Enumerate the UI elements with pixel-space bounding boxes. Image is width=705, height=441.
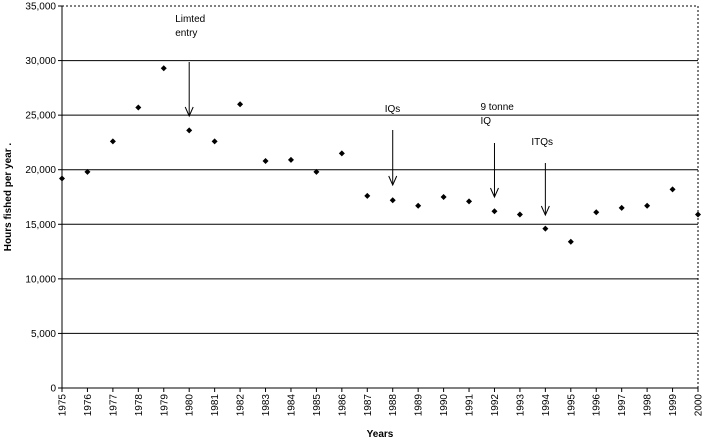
data-point — [389, 197, 396, 204]
data-point — [135, 104, 142, 111]
x-tick-label: 1978 — [134, 394, 145, 417]
x-tick-label: 1975 — [58, 394, 69, 417]
x-tick-label: 1993 — [515, 394, 526, 417]
x-tick-label: 1979 — [159, 394, 170, 417]
y-axis-title: Hours fished per year . — [3, 143, 14, 252]
data-point — [516, 211, 523, 218]
data-point — [466, 198, 473, 205]
data-point — [160, 65, 167, 72]
x-tick-label: 1995 — [566, 394, 577, 417]
y-tick-label: 30,000 — [25, 56, 56, 67]
data-points — [59, 65, 701, 245]
annotation-arrowhead — [388, 175, 398, 187]
data-point — [287, 156, 294, 163]
y-tick-label: 10,000 — [25, 274, 56, 285]
data-point — [542, 225, 549, 232]
data-point — [237, 101, 244, 108]
x-tick-label: 1998 — [643, 394, 654, 417]
x-tick-label: 1999 — [668, 394, 679, 417]
x-axis-ticks: 1975 1976 1977 1978 1979 1980 1981 1982 1983 1984… — [58, 388, 705, 416]
x-tick-label: 1983 — [261, 394, 272, 417]
x-tick-label: 1985 — [312, 394, 323, 417]
annotation-label: IQs — [385, 104, 401, 115]
x-axis-title: Years — [367, 429, 394, 440]
plot-area-border — [62, 6, 698, 388]
x-tick-label: 1980 — [185, 394, 196, 417]
y-tick-label: 25,000 — [25, 111, 56, 122]
annotation-label: Limted — [175, 14, 205, 25]
x-tick-label: 1984 — [286, 394, 297, 417]
annotations: Limted entry IQs 9 tonne IQ ITQs — [175, 14, 553, 217]
annotation-label: ITQs — [531, 137, 553, 148]
data-point — [262, 157, 269, 164]
annotation-arrowhead — [540, 205, 550, 217]
data-point — [109, 138, 116, 145]
x-tick-label: 1991 — [465, 394, 476, 417]
annotation-label: 9 tonne — [480, 102, 514, 113]
x-tick-label: 1976 — [83, 394, 94, 417]
data-point — [313, 168, 320, 175]
x-tick-label: 1981 — [210, 394, 221, 417]
data-point — [695, 211, 701, 218]
x-tick-label: 1986 — [337, 394, 348, 417]
y-tick-label: 0 — [50, 384, 56, 395]
x-tick-label: 1997 — [617, 394, 628, 417]
x-tick-label: 1988 — [388, 394, 399, 417]
annotation-arrowhead — [490, 187, 499, 199]
data-point — [644, 202, 651, 209]
grid-lines — [61, 6, 698, 389]
y-tick-label: 20,000 — [25, 165, 56, 176]
data-point — [84, 168, 91, 175]
data-point — [669, 186, 676, 193]
x-tick-label: 1994 — [541, 394, 552, 417]
data-point — [618, 204, 625, 211]
annotation-label: entry — [175, 28, 197, 39]
y-axis-ticks: 0 5,000 10,000 15,000 20,000 25,000 30,000 35,0… — [25, 2, 62, 395]
x-tick-label: 1987 — [363, 394, 374, 417]
data-point — [338, 150, 345, 157]
x-tick-label: 1990 — [439, 394, 450, 417]
y-tick-label: 35,000 — [25, 2, 56, 13]
data-point — [593, 209, 600, 216]
data-point — [491, 208, 498, 215]
x-tick-label: 1982 — [236, 394, 247, 417]
data-point — [364, 192, 371, 199]
data-point — [186, 127, 193, 134]
x-tick-label: 1992 — [490, 394, 501, 417]
data-point — [567, 238, 574, 245]
data-point — [440, 194, 447, 200]
y-tick-label: 5,000 — [31, 329, 56, 340]
data-point — [59, 175, 65, 182]
y-tick-label: 15,000 — [25, 220, 56, 231]
x-tick-label: 1996 — [592, 394, 603, 417]
x-tick-label: 1989 — [414, 394, 425, 417]
annotation-label: IQ — [480, 116, 491, 127]
data-point — [211, 138, 218, 145]
x-tick-label: 2000 — [694, 394, 705, 417]
annotation-arrowhead — [184, 106, 194, 118]
data-point — [415, 202, 422, 209]
x-tick-label: 1977 — [108, 394, 119, 417]
